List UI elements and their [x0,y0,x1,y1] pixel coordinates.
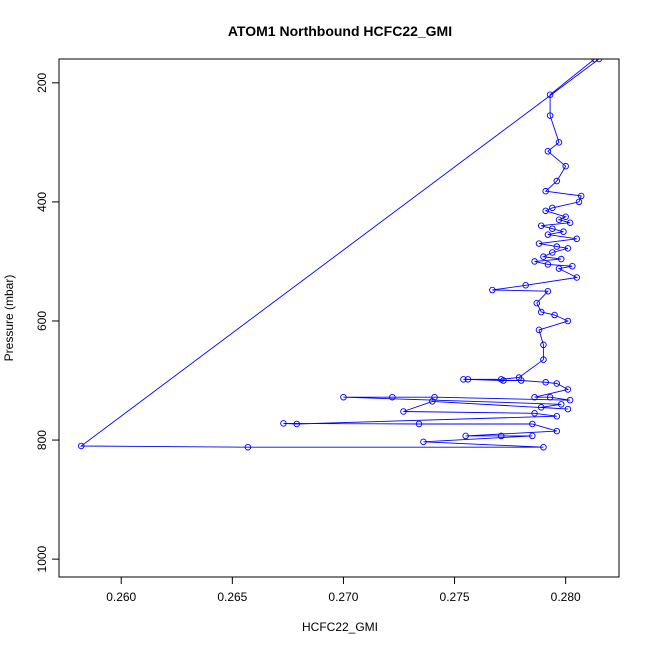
x-tick-label: 0.275 [440,590,470,604]
data-point [340,393,347,401]
data-point [575,198,583,206]
x-tick-label: 0.260 [106,590,136,604]
series-layer [77,59,603,451]
data-point [529,420,536,428]
data-point [537,308,545,316]
data-point [564,386,572,393]
data-point [535,326,543,334]
plot-frame [58,58,620,578]
y-tick-label: 600 [35,311,49,331]
data-point [500,377,507,384]
data-point [553,427,561,435]
plot-area [77,59,603,451]
data-point [280,420,287,427]
data-point [544,287,552,295]
data-point [553,412,561,420]
y-axis-label: Pressure (mbar) [2,275,16,362]
data-point [77,442,85,450]
data-point [535,240,543,247]
data-point [555,139,563,146]
data-point [531,393,538,401]
data-point [540,443,547,451]
data-point [531,258,538,265]
data-point [573,274,581,281]
y-axis: 200 400 600 800 1000 [35,72,59,572]
data-point [531,410,538,417]
data-point [573,235,581,243]
data-point [544,261,552,268]
data-point [564,245,572,252]
x-tick-label: 0.280 [551,590,581,604]
data-point [389,393,396,401]
data-point [553,380,561,387]
data-point [566,219,574,226]
x-axis: 0.260 0.265 0.270 0.275 0.280 [106,577,581,604]
data-point [529,432,536,440]
data-point [464,376,472,383]
data-point [462,432,469,440]
data-point [549,249,556,256]
x-tick-label: 0.265 [217,590,247,604]
data-point [557,401,565,408]
data-point [546,393,554,401]
data-point [489,286,496,294]
data-point [577,192,585,200]
data-point [549,225,556,232]
data-point [562,162,569,170]
data-point [553,243,561,250]
y-tick-label: 800 [35,430,49,450]
data-point [551,311,558,319]
data-point [533,299,541,307]
data-point [555,265,563,272]
data-point [546,91,554,98]
data-point [560,228,567,235]
data-point [542,207,549,215]
data-point [549,204,556,212]
x-axis-label: HCFC22_GMI [302,620,378,634]
data-point [595,59,603,63]
data-point [537,222,545,229]
data-point [542,187,549,195]
data-point [537,404,545,411]
data-point [517,377,525,384]
series-line [79,59,600,448]
data-point [562,213,569,221]
data-point [569,262,576,270]
data-point [293,420,301,428]
data-point [542,379,549,386]
data-point [555,216,563,224]
data-point [522,282,529,289]
y-tick-label: 400 [35,192,49,212]
data-point [400,408,407,415]
data-point [564,317,572,325]
y-tick-label: 1000 [35,545,49,572]
data-point [415,420,423,428]
data-point [591,59,598,63]
data-point [420,438,427,446]
data-point [564,405,572,413]
data-point [566,396,574,404]
data-point [544,231,552,238]
chart-title: ATOM1 Northbound HCFC22_GMI [228,23,452,39]
data-point [553,177,561,185]
data-point [497,432,505,440]
data-point [244,443,252,451]
y-tick-label: 200 [35,72,49,92]
data-point [540,253,547,260]
data-point [429,398,436,405]
x-tick-label: 0.270 [328,590,358,604]
data-point [557,255,565,263]
data-point [544,148,552,155]
data-point [540,341,547,349]
data-point [460,376,467,383]
data-point [540,356,547,363]
data-point [546,112,554,119]
